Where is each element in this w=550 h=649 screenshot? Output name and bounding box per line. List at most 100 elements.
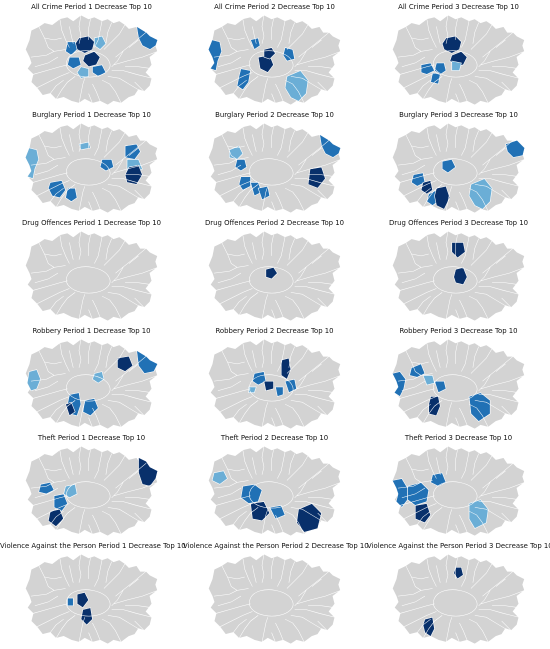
borough-borders [397, 14, 525, 104]
map-land [207, 338, 342, 430]
map-panel-drug-offences-period-3-decrease-top-10: Drug Offences Period 3 Decrease Top 10 [367, 218, 550, 326]
highlighted-borough [451, 242, 466, 259]
highlighted-borough [67, 56, 82, 70]
highlighted-borough [269, 505, 286, 520]
highlighted-borough [229, 145, 244, 160]
map-panel-drug-offences-period-2-decrease-top-10: Drug Offences Period 2 Decrease Top 10 [183, 218, 366, 326]
map-panel-theft-period-2-decrease-top-10: Theft Period 2 Decrease Top 10 [183, 433, 366, 541]
london-boroughs-map [24, 338, 159, 430]
highlighted-borough [47, 180, 66, 199]
highlighted-borough [250, 37, 261, 50]
highlighted-borough [505, 139, 526, 158]
highlighted-borough [94, 35, 107, 50]
borough-borders [397, 553, 525, 643]
borough-borders [30, 553, 158, 643]
highlighted-borough [468, 499, 489, 529]
panel-title: All Crime Period 1 Decrease Top 10 [31, 3, 152, 11]
borough-borders [397, 122, 525, 212]
map-panel-burglary-period-1-decrease-top-10: Burglary Period 1 Decrease Top 10 [0, 110, 183, 218]
london-boroughs-map [207, 230, 342, 322]
borough-borders [397, 230, 525, 320]
highlighted-borough [434, 380, 447, 394]
highlighted-borough [391, 371, 407, 397]
highlighted-borough [65, 187, 78, 202]
map-panel-all-crime-period-2-decrease-top-10: All Crime Period 2 Decrease Top 10 [183, 2, 366, 110]
highlighted-borough [207, 39, 222, 71]
highlighted-borough [136, 349, 159, 374]
panel-title: Burglary Period 3 Decrease Top 10 [399, 111, 518, 119]
map-land [391, 338, 526, 430]
highlighted-borough [430, 72, 441, 85]
borough-borders [30, 230, 158, 320]
highlighted-borough [136, 25, 159, 50]
map-panel-all-crime-period-1-decrease-top-10: All Crime Period 1 Decrease Top 10 [0, 2, 183, 110]
highlighted-borough [415, 503, 431, 524]
panel-title: Theft Period 3 Decrease Top 10 [404, 434, 513, 442]
london-boroughs-map [391, 445, 526, 537]
highlighted-borough [263, 380, 274, 392]
highlighted-borough [76, 591, 89, 609]
highlighted-borough [76, 66, 89, 79]
highlighted-borough [441, 159, 456, 174]
highlighted-borough [280, 357, 292, 380]
london-boroughs-map [391, 338, 526, 430]
borough-borders [213, 445, 341, 535]
london-boroughs-map [24, 122, 159, 214]
borough-borders [213, 122, 341, 212]
london-boroughs-map [391, 122, 526, 214]
map-panel-drug-offences-period-1-decrease-top-10: Drug Offences Period 1 Decrease Top 10 [0, 218, 183, 326]
map-land [207, 14, 342, 106]
highlighted-borough [430, 472, 447, 487]
london-boroughs-map [391, 230, 526, 322]
borough-borders [213, 338, 341, 428]
london-boroughs-map [24, 14, 159, 106]
panel-title: Theft Period 2 Decrease Top 10 [220, 434, 329, 442]
borough-borders [213, 553, 341, 643]
highlighted-borough [67, 597, 74, 607]
panel-title: Burglary Period 1 Decrease Top 10 [32, 111, 151, 119]
london-boroughs-map [207, 553, 342, 645]
map-panel-burglary-period-2-decrease-top-10: Burglary Period 2 Decrease Top 10 [183, 110, 366, 218]
panel-title: Theft Period 1 Decrease Top 10 [37, 434, 146, 442]
borough-borders [30, 122, 158, 212]
panel-title: Drug Offences Period 3 Decrease Top 10 [389, 219, 528, 227]
london-boroughs-map [391, 14, 526, 106]
highlighted-borough [434, 185, 451, 210]
highlighted-borough [319, 133, 342, 158]
panel-title: Robbery Period 2 Decrease Top 10 [215, 327, 334, 335]
map-land [24, 553, 159, 645]
map-panel-violence-against-the-person-period-3-decrease-top-10: Violence Against the Person Period 3 Dec… [367, 541, 550, 649]
map-land [391, 122, 526, 214]
london-boroughs-map [391, 553, 526, 645]
highlighted-borough [211, 470, 228, 485]
panel-title: Robbery Period 1 Decrease Top 10 [32, 327, 151, 335]
highlighted-borough [391, 478, 408, 508]
map-panel-theft-period-3-decrease-top-10: Theft Period 3 Decrease Top 10 [367, 433, 550, 541]
map-land [207, 122, 342, 214]
map-panel-robbery-period-3-decrease-top-10: Robbery Period 3 Decrease Top 10 [367, 326, 550, 434]
highlighted-borough [38, 482, 55, 495]
panel-title: Robbery Period 3 Decrease Top 10 [399, 327, 518, 335]
highlighted-borough [24, 147, 39, 179]
panel-title: Violence Against the Person Period 2 Dec… [183, 542, 369, 550]
panel-title: Drug Offences Period 1 Decrease Top 10 [22, 219, 161, 227]
highlighted-borough [420, 180, 433, 195]
highlighted-borough [275, 386, 284, 397]
highlighted-borough [82, 51, 101, 68]
highlighted-borough [138, 456, 159, 487]
london-boroughs-map [207, 14, 342, 106]
highlighted-borough [468, 392, 491, 422]
map-panel-robbery-period-1-decrease-top-10: Robbery Period 1 Decrease Top 10 [0, 326, 183, 434]
highlighted-borough [250, 501, 271, 522]
panel-title: Drug Offences Period 2 Decrease Top 10 [205, 219, 344, 227]
highlighted-borough [453, 567, 464, 580]
borough-borders [30, 445, 158, 535]
highlighted-borough [265, 267, 278, 280]
borough-borders [397, 445, 525, 535]
map-panel-violence-against-the-person-period-1-decrease-top-10: Violence Against the Person Period 1 Dec… [0, 541, 186, 649]
highlighted-borough [236, 68, 251, 91]
london-boroughs-map [207, 122, 342, 214]
highlighted-borough [63, 483, 78, 499]
london-boroughs-map [24, 445, 159, 537]
borough-borders [397, 338, 525, 428]
